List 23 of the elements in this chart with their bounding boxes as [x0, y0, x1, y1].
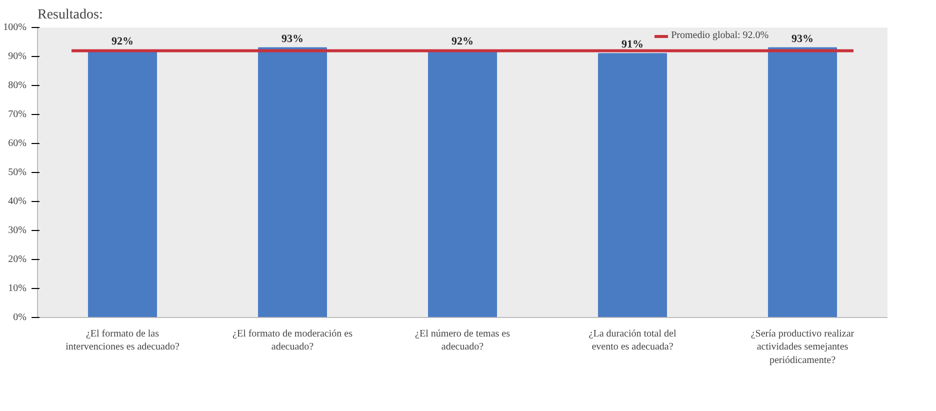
y-tick-label: 0%: [13, 312, 27, 323]
y-tick-label: 100%: [3, 22, 27, 33]
y-tick-label: 40%: [8, 196, 27, 207]
y-tick-label: 90%: [8, 51, 27, 62]
data-label: 92%: [452, 36, 474, 48]
data-label: 92%: [112, 36, 134, 48]
x-tick-label: ¿El formato de moderación es adecuado?: [232, 328, 353, 353]
y-tick-label: 20%: [8, 254, 27, 265]
y-tick-label: 80%: [8, 80, 27, 91]
legend-label: Promedio global: 92.0%: [671, 30, 769, 41]
y-tick-label: 60%: [8, 138, 27, 149]
x-tick-label: ¿La duración total del evento es adecuada?: [588, 328, 676, 353]
y-tick-label: 30%: [8, 225, 27, 236]
y-tick-label: 50%: [8, 167, 27, 178]
data-label: 93%: [792, 32, 814, 45]
chart-title: Resultados:: [38, 8, 103, 22]
x-tick-label: ¿Sería productivo realizar actividades semejantes periódicamente?: [750, 328, 855, 366]
y-tick-label: 10%: [8, 283, 27, 294]
data-label: 91%: [622, 38, 644, 51]
x-tick-label: ¿El número de temas es adecuado?: [415, 328, 510, 353]
data-label: 93%: [282, 32, 304, 45]
x-tick-label: ¿El formato de las intervenciones es adecuado?: [66, 328, 180, 353]
y-tick-label: 70%: [8, 109, 27, 120]
